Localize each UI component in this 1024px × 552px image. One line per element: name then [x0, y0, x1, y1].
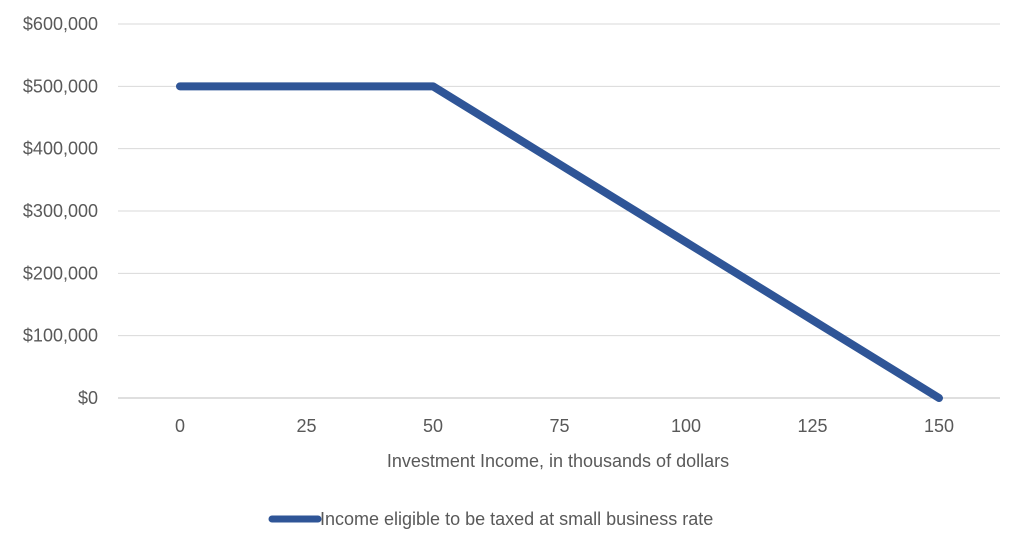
- x-tick-label: 25: [296, 416, 316, 436]
- series-lines: [176, 82, 943, 402]
- x-tick-label: 150: [924, 416, 954, 436]
- y-tick-label: $0: [78, 388, 98, 408]
- legend: Income eligible to be taxed at small bus…: [268, 509, 713, 529]
- x-axis-tick-labels: 0 25 50 75 100 125 150: [175, 416, 954, 436]
- y-tick-label: $300,000: [23, 201, 98, 221]
- x-tick-label: 125: [797, 416, 827, 436]
- legend-label: Income eligible to be taxed at small bus…: [320, 509, 713, 529]
- x-axis-title: Investment Income, in thousands of dolla…: [387, 451, 729, 471]
- x-tick-label: 100: [671, 416, 701, 436]
- y-tick-label: $100,000: [23, 326, 98, 346]
- series-line: [176, 82, 943, 402]
- y-tick-label: $600,000: [23, 14, 98, 34]
- x-tick-label: 75: [549, 416, 569, 436]
- y-tick-label: $200,000: [23, 263, 98, 283]
- gridlines: [118, 23, 1000, 399]
- x-tick-label: 50: [423, 416, 443, 436]
- y-tick-label: $400,000: [23, 139, 98, 159]
- y-axis-tick-labels: $0 $100,000 $200,000 $300,000 $400,000 $500,0…: [23, 14, 98, 408]
- y-tick-label: $500,000: [23, 76, 98, 96]
- x-tick-label: 0: [175, 416, 185, 436]
